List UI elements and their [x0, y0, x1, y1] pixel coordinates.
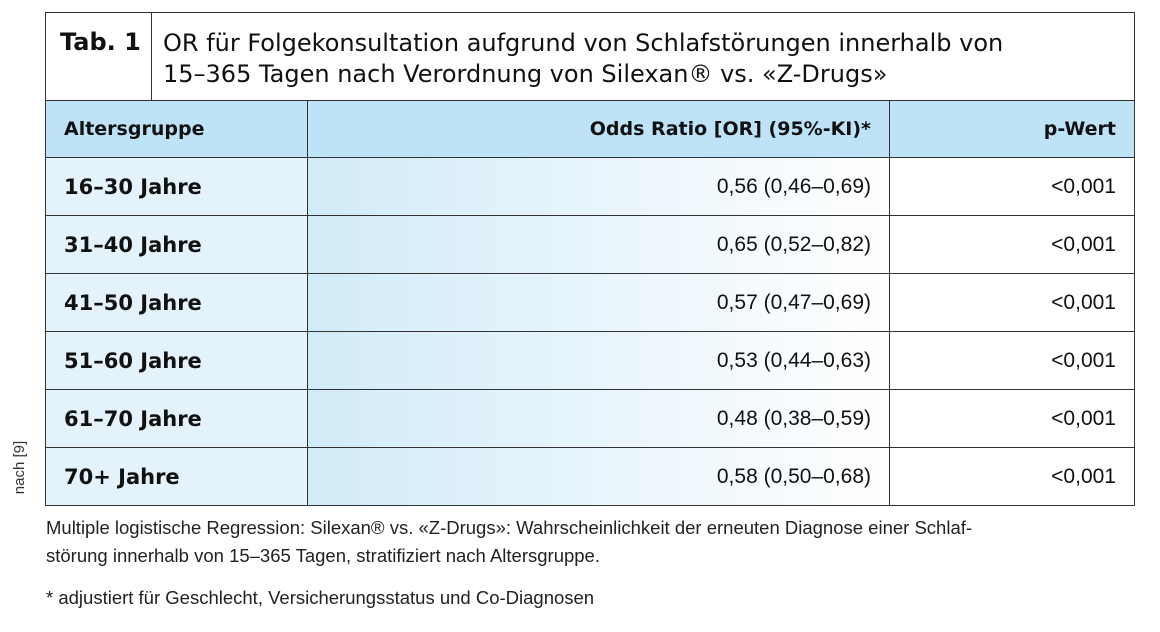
- cell-p-value: <0,001: [890, 216, 1134, 273]
- cell-age-group: 61–70 Jahre: [46, 390, 308, 447]
- cell-p-value: <0,001: [890, 332, 1134, 389]
- header-p-value: p-Wert: [1043, 118, 1116, 140]
- table-title: OR für Folgekonsultation aufgrund von Sc…: [152, 13, 1134, 100]
- cell-p-value: <0,001: [890, 390, 1134, 447]
- table-header-row: Altersgruppe Odds Ratio [OR] (95%-KI)* p…: [46, 101, 1134, 158]
- data-table: Tab. 1 OR für Folgekonsultation aufgrund…: [45, 12, 1135, 506]
- cell-age-group: 41–50 Jahre: [46, 274, 308, 331]
- table-number: Tab. 1: [46, 13, 152, 100]
- table-row: 61–70 Jahre 0,48 (0,38–0,59) <0,001: [46, 390, 1134, 448]
- cell-odds-ratio: 0,48 (0,38–0,59): [308, 390, 890, 447]
- cell-age-group: 16–30 Jahre: [46, 158, 308, 215]
- source-side-note: nach [9]: [8, 432, 32, 502]
- table-notes: Multiple logistische Regression: Silexan…: [46, 514, 1146, 612]
- cell-p-value: <0,001: [890, 448, 1134, 505]
- source-side-note-text: nach [9]: [11, 440, 29, 494]
- cell-age-group: 51–60 Jahre: [46, 332, 308, 389]
- table-title-line-1: OR für Folgekonsultation aufgrund von Sc…: [163, 29, 1004, 57]
- cell-odds-ratio: 0,57 (0,47–0,69): [308, 274, 890, 331]
- header-odds-ratio: Odds Ratio [OR] (95%-KI)*: [308, 101, 890, 157]
- table-title-line-2: 15–365 Tagen nach Verordnung von Silexan…: [163, 60, 888, 88]
- table-row: 31–40 Jahre 0,65 (0,52–0,82) <0,001: [46, 216, 1134, 274]
- caption-line-2: störung innerhalb von 15–365 Tagen, stra…: [46, 545, 600, 566]
- cell-p-value: <0,001: [890, 274, 1134, 331]
- table-title-row: Tab. 1 OR für Folgekonsultation aufgrund…: [46, 13, 1134, 101]
- cell-age-group: 70+ Jahre: [46, 448, 308, 505]
- table-row: 51–60 Jahre 0,53 (0,44–0,63) <0,001: [46, 332, 1134, 390]
- cell-p-value: <0,001: [890, 158, 1134, 215]
- footnote: * adjustiert für Geschlecht, Versicherun…: [46, 587, 595, 608]
- table-row: 70+ Jahre 0,58 (0,50–0,68) <0,001: [46, 448, 1134, 505]
- caption-line-1: Multiple logistische Regression: Silexan…: [46, 517, 973, 538]
- cell-odds-ratio: 0,65 (0,52–0,82): [308, 216, 890, 273]
- cell-odds-ratio: 0,53 (0,44–0,63): [308, 332, 890, 389]
- cell-odds-ratio: 0,56 (0,46–0,69): [308, 158, 890, 215]
- header-age-group: Altersgruppe: [46, 101, 308, 157]
- cell-odds-ratio: 0,58 (0,50–0,68): [308, 448, 890, 505]
- table-row: 41–50 Jahre 0,57 (0,47–0,69) <0,001: [46, 274, 1134, 332]
- cell-age-group: 31–40 Jahre: [46, 216, 308, 273]
- table-row: 16–30 Jahre 0,56 (0,46–0,69) <0,001: [46, 158, 1134, 216]
